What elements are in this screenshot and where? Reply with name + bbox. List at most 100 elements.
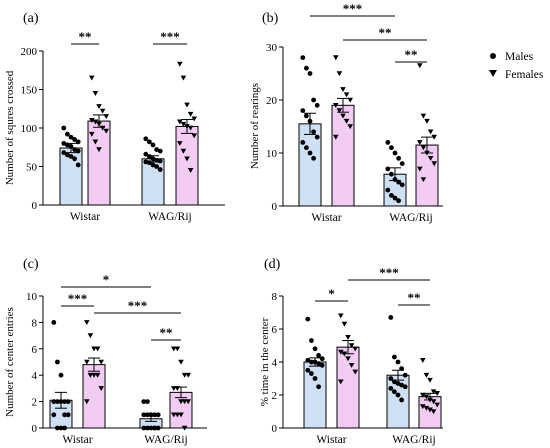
data-point [152, 425, 158, 431]
data-point [103, 128, 109, 134]
data-point [51, 320, 57, 325]
data-point [141, 425, 147, 431]
data-point [65, 399, 71, 404]
data-point [177, 61, 183, 67]
data-point [316, 353, 321, 358]
data-point [184, 156, 190, 162]
data-point [423, 372, 430, 378]
data-point [385, 187, 391, 193]
data-point [91, 346, 97, 352]
y-axis-label: Number of squres crossed [4, 70, 16, 185]
panel-b: (b) Number of rearings 0 10 20 30 Wistar WAG/Ri… [249, 1, 443, 224]
data-point [84, 320, 90, 325]
x-tick-label: WAG/Rij [389, 212, 432, 224]
data-point [96, 147, 102, 153]
data-point [145, 412, 150, 418]
data-point [304, 145, 309, 151]
data-point [180, 75, 187, 81]
y-tick-label: 10 [266, 148, 278, 160]
data-point [180, 121, 187, 127]
panel-label: (c) [23, 257, 39, 272]
data-point [98, 359, 104, 365]
data-point [333, 55, 339, 61]
data-point [340, 87, 346, 92]
data-point [75, 162, 81, 168]
data-point [55, 399, 60, 404]
data-point [148, 425, 154, 431]
panel-label: (a) [23, 11, 39, 26]
data-point [141, 399, 147, 404]
data-point [314, 102, 320, 108]
data-point [55, 425, 60, 431]
data-point [402, 384, 408, 390]
significance-label: ** [408, 290, 421, 305]
data-point [72, 156, 77, 162]
data-point [319, 362, 325, 368]
data-point [341, 351, 348, 357]
data-point [311, 155, 316, 161]
data-point [181, 399, 188, 405]
data-point [389, 193, 394, 198]
data-point [143, 159, 149, 165]
data-point [89, 118, 95, 123]
panel-d: (d) % time in the center 0 2 4 6 8 Wistar WAG/Ri… [259, 257, 443, 446]
data-point [185, 399, 191, 405]
legend-label: Females [505, 69, 544, 81]
panel-a: (a) Number of squres crossed 0 50 100 150 200 W… [4, 11, 225, 223]
data-point [309, 371, 314, 376]
data-point [150, 142, 156, 148]
data-point [300, 140, 306, 145]
x-tick-label: Wistar [316, 434, 346, 446]
data-point [92, 139, 99, 145]
data-point [399, 161, 405, 167]
data-point [343, 92, 350, 98]
data-point [314, 134, 320, 140]
data-point [184, 124, 190, 130]
data-point [423, 394, 430, 400]
data-point [154, 164, 160, 169]
data-point [347, 124, 353, 130]
data-point [348, 363, 355, 368]
data-point [58, 399, 64, 404]
data-point [72, 147, 77, 152]
bar-females [175, 125, 199, 206]
data-point [392, 195, 398, 201]
data-point [92, 91, 99, 96]
data-point [181, 372, 188, 378]
y-tick-label: 0 [32, 423, 38, 435]
data-point [174, 386, 181, 391]
y-tick-label: 8 [272, 291, 278, 303]
data-point [177, 141, 183, 146]
data-point [184, 102, 190, 108]
data-point [420, 404, 426, 410]
data-point [304, 113, 309, 119]
data-point [96, 104, 102, 110]
data-point [157, 158, 163, 164]
data-point [68, 154, 74, 159]
data-point [392, 389, 397, 395]
data-point [417, 63, 423, 69]
data-point [305, 367, 311, 373]
y-tick-label: 50 [26, 162, 38, 174]
significance-label: * [328, 286, 335, 301]
significance-label: *** [379, 265, 399, 280]
data-point [431, 161, 437, 167]
data-point [181, 425, 188, 431]
data-point [385, 166, 391, 172]
data-point [62, 399, 67, 404]
y-tick-label: 4 [272, 357, 278, 369]
data-point [89, 131, 95, 137]
y-tick-label: 0 [272, 201, 278, 213]
data-point [185, 372, 191, 378]
significance-label: ** [160, 325, 173, 340]
data-point [68, 144, 74, 149]
data-point [191, 116, 197, 122]
data-point [155, 425, 161, 431]
y-tick-label: 0 [272, 423, 278, 435]
data-point [84, 399, 90, 405]
data-point [305, 316, 311, 322]
data-point [307, 71, 313, 76]
y-tick-label: 150 [21, 85, 38, 97]
panel-c: (c) Number of center entries 0 2 4 6 8 10 Wistar… [4, 257, 207, 446]
